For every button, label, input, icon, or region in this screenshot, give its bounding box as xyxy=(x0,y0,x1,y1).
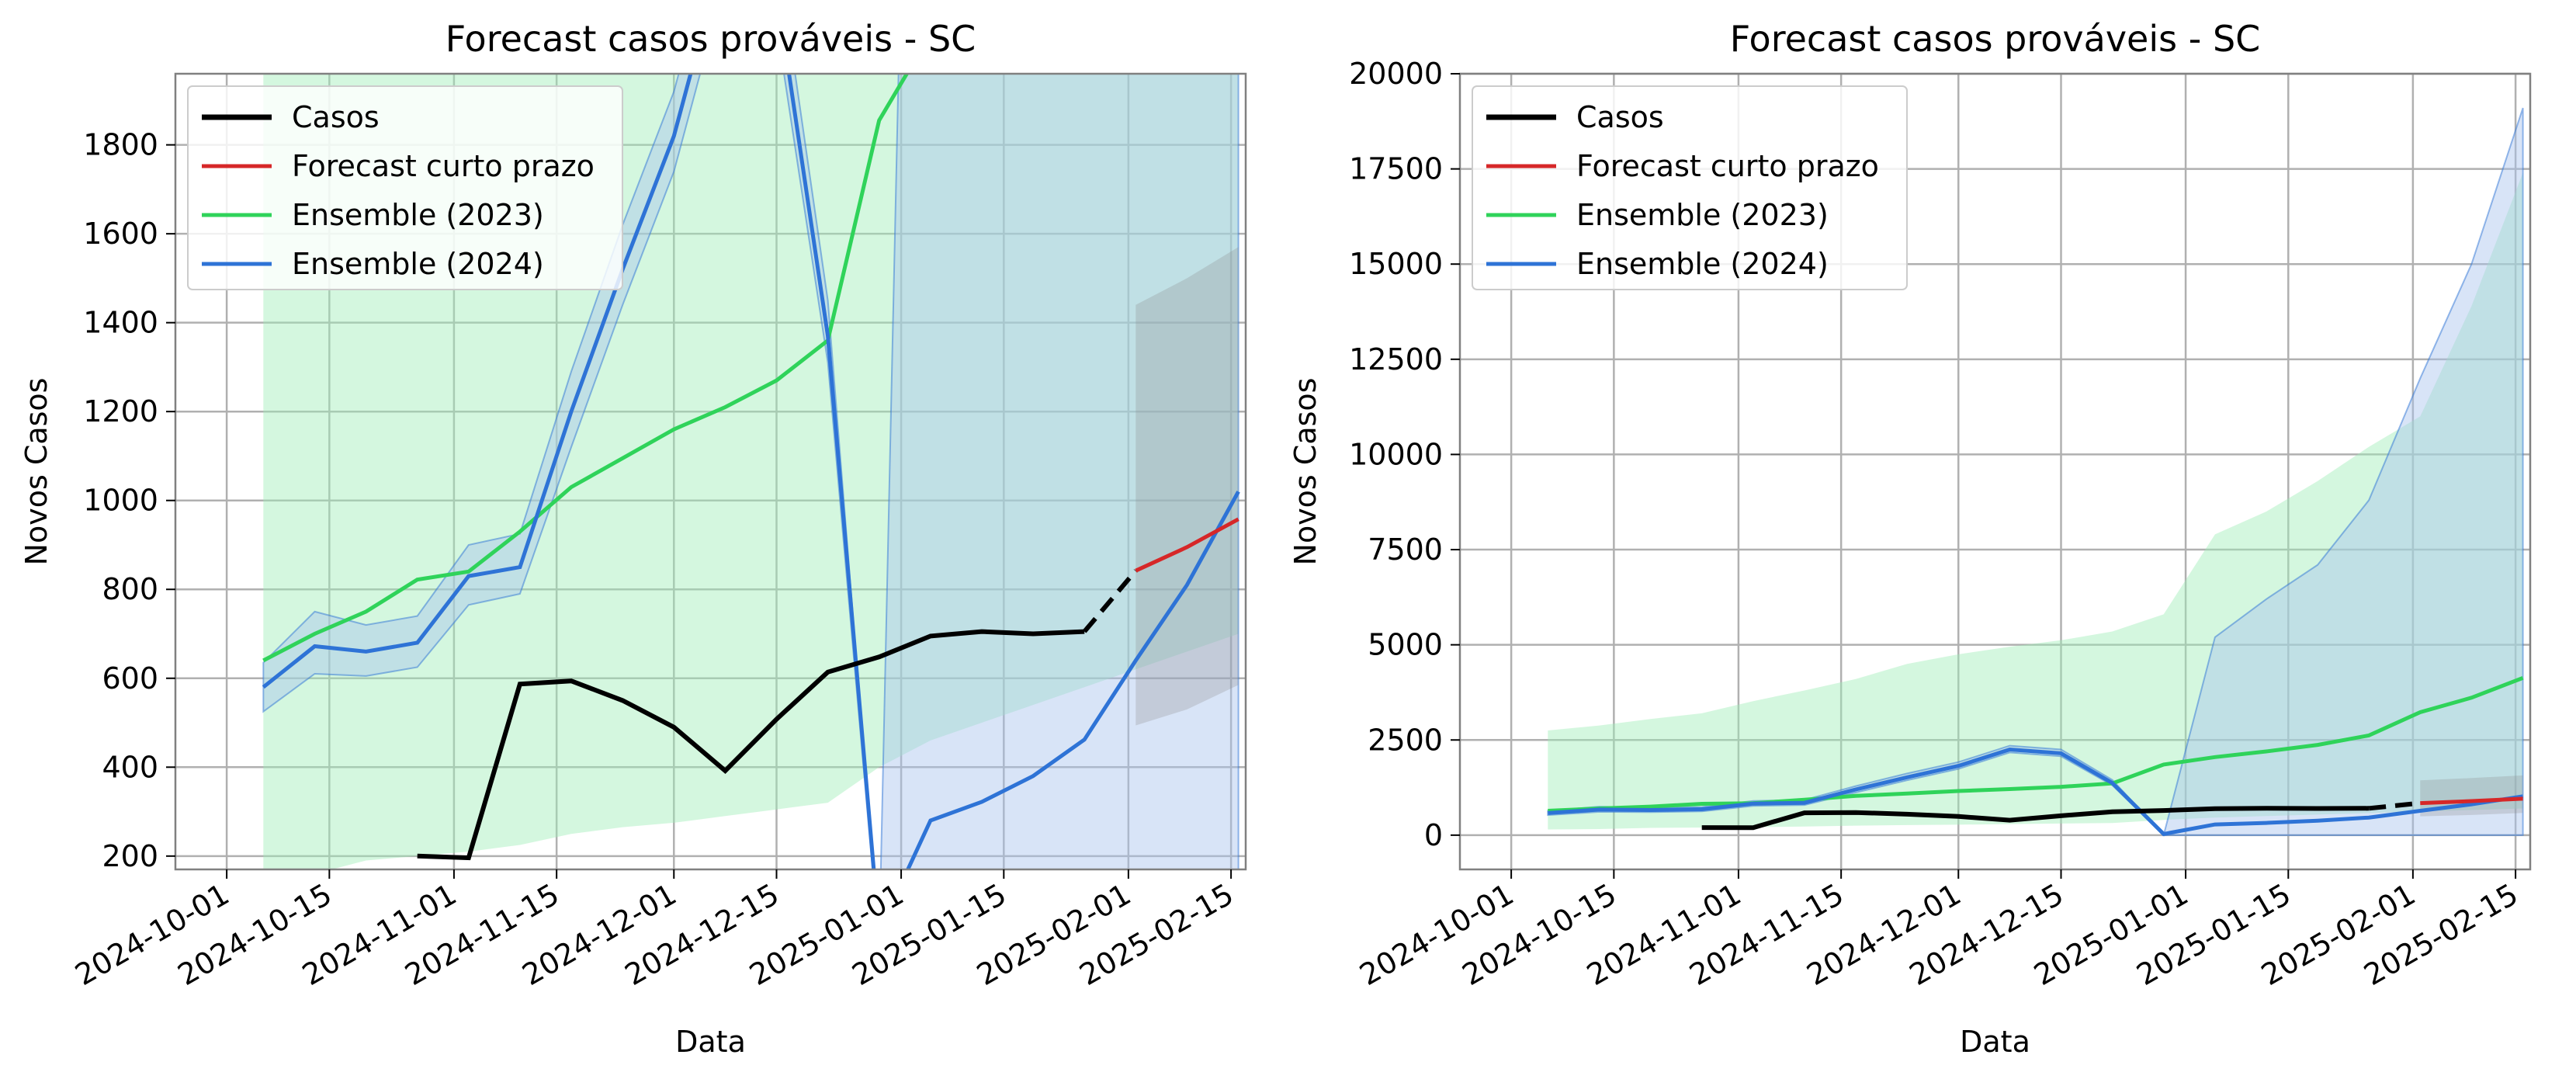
left-chart-panel: 200400600800100012001400160018002024-10-… xyxy=(19,18,1247,1059)
legend-ensemble-2024-label: Ensemble (2024) xyxy=(292,247,544,281)
legend-forecast-label: Forecast curto prazo xyxy=(1576,149,1879,183)
left-y-axis-label: Novos Casos xyxy=(19,378,54,566)
y-tick-label: 2500 xyxy=(1368,723,1443,757)
legend-ensemble-2024-label: Ensemble (2024) xyxy=(1576,247,1829,281)
legend-ensemble-2023-label: Ensemble (2023) xyxy=(292,198,544,232)
y-tick-label: 12500 xyxy=(1349,342,1443,376)
right-x-axis-label: Data xyxy=(1960,1025,2030,1059)
ensemble-2024-line xyxy=(262,74,1240,869)
y-tick-label: 1200 xyxy=(83,394,158,428)
ensemble-2023-line xyxy=(262,74,910,663)
left-axes-frame xyxy=(174,72,1247,871)
right-legend: Casos Forecast curto prazo Ensemble (202… xyxy=(1472,85,1908,290)
casos-dashed-link xyxy=(1082,569,1138,633)
right-axes-frame xyxy=(1458,72,2532,871)
casos-dashed-link xyxy=(2368,800,2421,811)
ensemble-2023-line xyxy=(1548,675,2524,813)
ensemble-2024-line xyxy=(1548,747,2523,837)
y-tick-label: 800 xyxy=(102,572,158,606)
left-x-axis-label: Data xyxy=(675,1025,746,1059)
right-y-axis-label: Novos Casos xyxy=(1288,378,1323,566)
y-tick-label: 7500 xyxy=(1368,533,1443,567)
y-tick-label: 1000 xyxy=(83,484,158,518)
left-legend-box xyxy=(187,85,623,290)
right-chart-title: Forecast casos prováveis - SC xyxy=(1730,18,2261,60)
y-tick-label: 600 xyxy=(102,661,158,696)
right-legend-box xyxy=(1472,85,1908,290)
y-tick-label: 1600 xyxy=(83,217,158,251)
left-chart-title: Forecast casos prováveis - SC xyxy=(446,18,976,60)
y-tick-label: 5000 xyxy=(1368,628,1443,662)
y-tick-label: 20000 xyxy=(1349,57,1443,91)
y-tick-label: 0 xyxy=(1424,818,1443,852)
y-tick-label: 200 xyxy=(102,839,158,873)
legend-forecast-label: Forecast curto prazo xyxy=(292,149,595,183)
y-tick-label: 400 xyxy=(102,750,158,784)
forecast-line xyxy=(2420,796,2523,806)
y-tick-label: 1800 xyxy=(83,128,158,162)
y-tick-label: 10000 xyxy=(1349,437,1443,471)
right-plot-marks xyxy=(1547,107,2524,837)
legend-casos-label: Casos xyxy=(292,100,380,134)
legend-casos-label: Casos xyxy=(1576,100,1664,134)
y-tick-label: 1400 xyxy=(83,306,158,340)
ensemble-2023-band xyxy=(1548,172,2523,830)
y-tick-label: 17500 xyxy=(1349,152,1443,186)
casos-line xyxy=(417,629,1085,861)
right-chart-panel: 0250050007500100001250015000175002000020… xyxy=(1288,18,2532,1059)
left-legend: Casos Forecast curto prazo Ensemble (202… xyxy=(187,85,623,290)
forecast-line xyxy=(1135,517,1239,573)
y-tick-label: 15000 xyxy=(1349,247,1443,281)
legend-ensemble-2023-label: Ensemble (2023) xyxy=(1576,198,1829,232)
forecast-band xyxy=(1135,247,1239,726)
casos-line xyxy=(1701,806,2370,831)
